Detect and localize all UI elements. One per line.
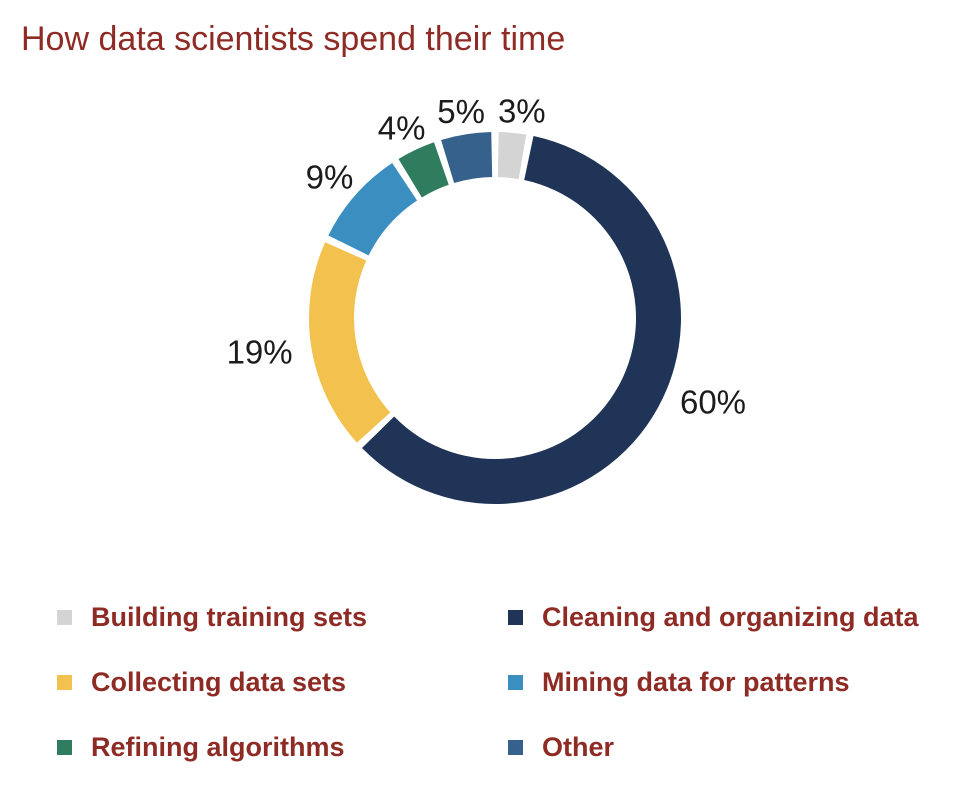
legend-label-refining-algorithms: Refining algorithms [91, 732, 345, 762]
segment-value-label-collecting-data-sets: 19% [227, 333, 293, 370]
legend-swatch-other [508, 740, 523, 755]
legend-item-other: Other [508, 732, 947, 763]
legend-label-building-training-sets: Building training sets [91, 602, 368, 632]
legend-label-mining-data-for-patterns: Mining data for patterns [542, 667, 850, 697]
legend-item-mining-data-for-patterns: Mining data for patterns [508, 667, 947, 698]
donut-segment-other [441, 132, 493, 184]
chart-legend: Building training sets Cleaning and organ… [57, 585, 947, 780]
donut-value-labels: 3% 60% 19% 9% 4% 5% [227, 92, 746, 420]
legend-swatch-cleaning-and-organizing-data [508, 610, 523, 625]
donut-segment-cleaning-and-organizing-data [361, 136, 681, 504]
legend-swatch-building-training-sets [57, 610, 72, 625]
legend-swatch-mining-data-for-patterns [508, 675, 523, 690]
legend-item-cleaning-and-organizing-data: Cleaning and organizing data [508, 602, 947, 633]
segment-value-label-cleaning-and-organizing-data: 60% [680, 384, 746, 421]
segment-value-label-other: 5% [437, 93, 485, 130]
legend-item-refining-algorithms: Refining algorithms [57, 732, 508, 763]
chart-title: How data scientists spend their time [21, 20, 566, 58]
legend-label-other: Other [542, 732, 615, 762]
donut-segment-mining-data-for-patterns [328, 162, 418, 256]
donut-segments [309, 132, 681, 504]
legend-swatch-collecting-data-sets [57, 675, 72, 690]
segment-value-label-building-training-sets: 3% [498, 92, 546, 129]
legend-label-collecting-data-sets: Collecting data sets [91, 667, 347, 697]
segment-value-label-mining-data-for-patterns: 9% [306, 159, 354, 196]
donut-segment-building-training-sets [497, 132, 527, 179]
legend-item-collecting-data-sets: Collecting data sets [57, 667, 508, 698]
legend-label-cleaning-and-organizing-data: Cleaning and organizing data [542, 602, 919, 632]
donut-segment-collecting-data-sets [309, 242, 391, 443]
legend-item-building-training-sets: Building training sets [57, 602, 508, 633]
donut-segment-refining-algorithms [398, 142, 449, 198]
legend-swatch-refining-algorithms [57, 740, 72, 755]
segment-value-label-refining-algorithms: 4% [378, 110, 426, 147]
